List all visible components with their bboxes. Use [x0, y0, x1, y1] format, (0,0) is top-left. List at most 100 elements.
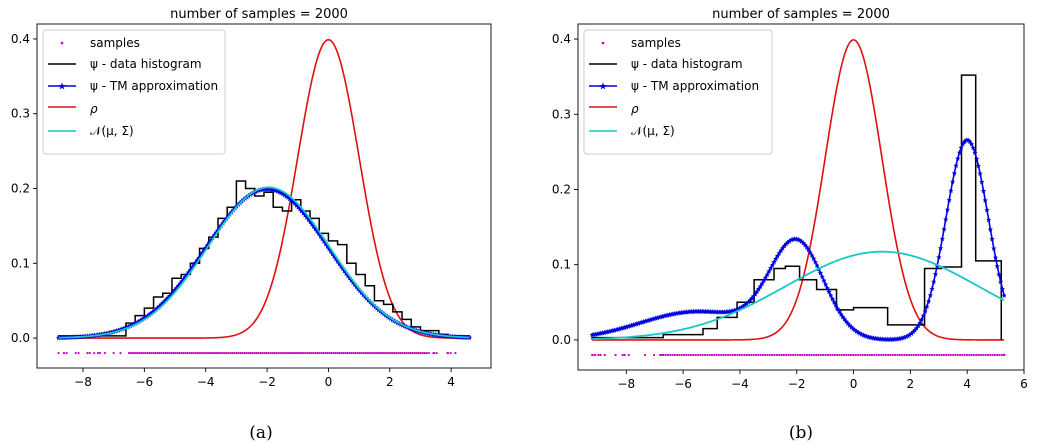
- y-tick-label: 0.4: [552, 32, 571, 46]
- sample-point: [750, 353, 753, 357]
- chart-title-b: number of samples = 2000: [712, 7, 890, 22]
- tm-star-marker: [958, 144, 964, 151]
- sample-point: [387, 351, 390, 355]
- tm-star-marker: [992, 254, 999, 260]
- sample-point: [269, 351, 272, 355]
- tm-star-marker: [647, 316, 654, 323]
- sample-point: [801, 353, 804, 357]
- sample-point: [176, 351, 179, 355]
- sample-point: [237, 351, 240, 355]
- tm-star-marker: [786, 238, 793, 244]
- y-axis-ticks-b: 0.0 0.1 0.2 0.3 0.4: [552, 32, 578, 347]
- sample-point: [219, 351, 222, 355]
- sample-point: [903, 353, 906, 357]
- sample-point: [921, 353, 925, 357]
- sample-point: [368, 351, 372, 355]
- sample-point: [838, 353, 841, 357]
- sample-point: [1000, 353, 1003, 357]
- sample-point: [710, 353, 714, 357]
- sample-point: [961, 353, 964, 357]
- sample-point: [370, 351, 374, 355]
- sample-point: [397, 351, 400, 355]
- sample-point: [142, 351, 145, 355]
- x-tick-label: −4: [197, 375, 215, 389]
- sample-point: [221, 351, 224, 355]
- legend-label-tm-b: ψ - TM approximation: [631, 79, 759, 93]
- x-tick-label: 0: [325, 375, 333, 389]
- sample-point: [982, 353, 985, 357]
- sample-point: [727, 353, 730, 357]
- tm-star-marker: [615, 326, 621, 332]
- tm-star-marker: [986, 216, 992, 223]
- sample-point: [621, 353, 624, 357]
- tm-star-marker: [905, 333, 911, 339]
- sample-point: [334, 351, 337, 355]
- tm-star-marker: [977, 170, 983, 176]
- sample-point: [374, 351, 378, 355]
- sample-point: [243, 351, 246, 355]
- tm-star-marker: [956, 149, 963, 156]
- sample-point: [752, 353, 755, 357]
- sample-point: [805, 353, 809, 357]
- sample-point: [785, 353, 788, 357]
- sample-point: [352, 351, 355, 355]
- x-tick-label: −2: [788, 377, 806, 391]
- sample-point: [819, 353, 823, 357]
- sample-point: [905, 353, 908, 357]
- samples-series: [591, 353, 1006, 357]
- sample-point: [898, 353, 901, 357]
- sample-point: [306, 351, 309, 355]
- sample-point: [378, 351, 382, 355]
- chart-title-a: number of samples = 2000: [170, 7, 348, 22]
- sample-point: [703, 353, 707, 357]
- tm-approximation-line: [58, 188, 470, 339]
- sample-point: [764, 353, 767, 357]
- legend-label-rho-b: ρ: [631, 102, 639, 116]
- sample-point: [912, 353, 915, 357]
- tm-star-marker: [999, 286, 1005, 292]
- legend-b: samples ψ - data histogram ★ ψ - TM appr…: [583, 29, 773, 155]
- sample-point: [98, 351, 102, 355]
- tm-star-marker: [756, 286, 762, 292]
- sample-point: [745, 353, 748, 357]
- sample-point: [391, 351, 394, 355]
- x-tick-label: 4: [447, 375, 455, 389]
- y-axis-ticks-a: 0.0 0.1 0.2 0.3 0.4: [11, 32, 37, 345]
- tm-star-marker: [927, 292, 933, 298]
- sample-point: [320, 351, 323, 355]
- sample-point: [152, 351, 155, 355]
- tm-star-marker: [654, 315, 661, 321]
- legend-label-rho-a: ρ: [90, 102, 98, 116]
- sample-point: [696, 353, 700, 357]
- sample-point: [859, 353, 862, 357]
- star-marker-icon-a: ★: [58, 82, 67, 93]
- sample-point: [310, 351, 313, 355]
- sample-point: [928, 353, 932, 357]
- sample-point: [699, 353, 702, 357]
- tm-star-marker: [785, 239, 791, 245]
- sample-point: [829, 353, 832, 357]
- legend-label-samples-b: samples: [631, 36, 681, 50]
- tm-approximation-series: [589, 137, 1007, 342]
- sample-point: [947, 353, 950, 357]
- sample-point: [972, 353, 976, 357]
- sample-point: [991, 353, 994, 357]
- x-tick-label: −8: [74, 375, 92, 389]
- sample-point: [138, 351, 141, 355]
- sample-point: [194, 351, 197, 355]
- sample-point: [174, 351, 177, 355]
- sample-point: [360, 351, 363, 355]
- sample-point: [210, 351, 214, 355]
- sample-point: [975, 353, 978, 357]
- sample-point: [261, 351, 264, 355]
- tm-star-marker: [812, 259, 818, 265]
- tm-star-marker: [637, 320, 643, 326]
- sample-point: [229, 351, 232, 355]
- sample-point: [796, 353, 799, 357]
- tm-star-marker: [913, 325, 920, 331]
- tm-star-marker: [632, 321, 638, 327]
- sample-point: [454, 351, 457, 355]
- sample-point: [778, 353, 781, 357]
- sample-point: [249, 351, 252, 355]
